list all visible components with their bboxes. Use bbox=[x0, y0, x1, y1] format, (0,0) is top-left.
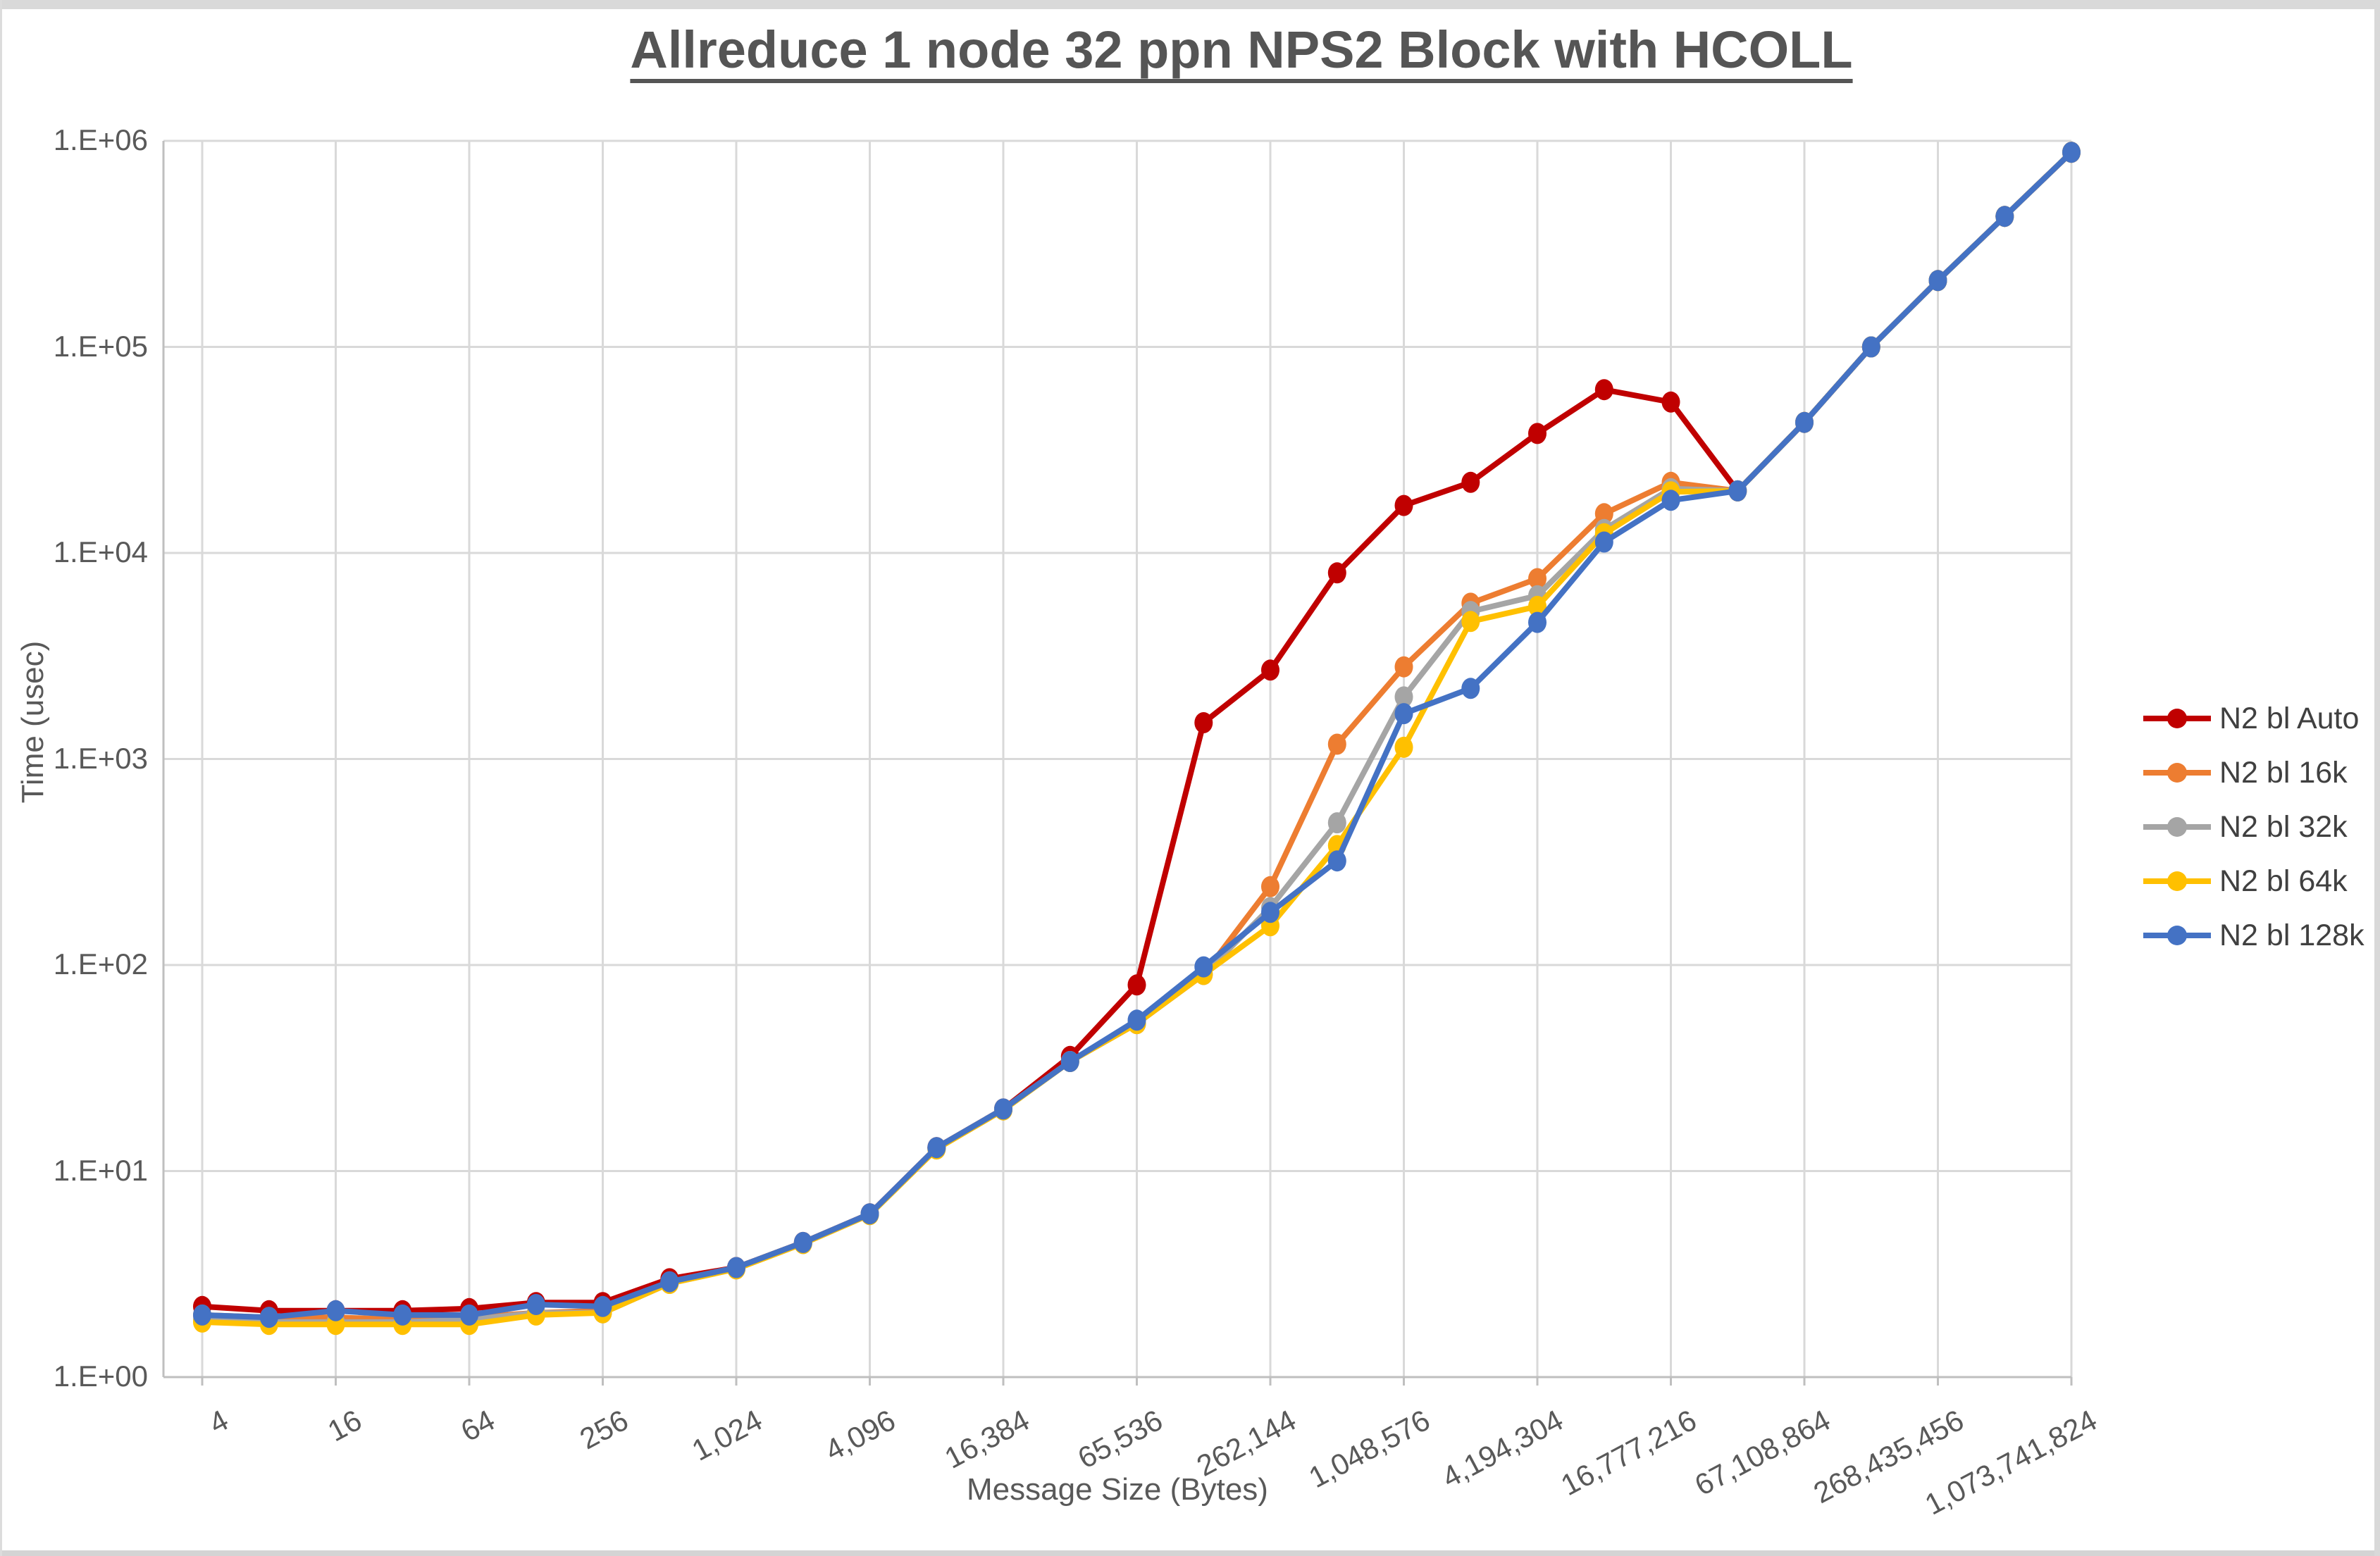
data-point bbox=[1327, 733, 1346, 755]
data-point bbox=[1394, 703, 1413, 725]
data-point bbox=[1528, 423, 1547, 444]
data-point bbox=[1394, 494, 1413, 516]
data-point bbox=[860, 1203, 879, 1225]
data-point bbox=[1795, 411, 1814, 433]
data-point bbox=[1728, 480, 1747, 502]
data-point bbox=[1394, 686, 1413, 708]
data-point bbox=[1461, 471, 1480, 493]
legend-label: N2 bl 128k bbox=[2219, 918, 2364, 952]
data-point bbox=[1127, 1009, 1146, 1031]
data-point bbox=[526, 1294, 545, 1315]
data-point bbox=[393, 1304, 412, 1326]
legend-item-n2-bl-16k: N2 bl 16k bbox=[2142, 754, 2364, 791]
data-point bbox=[1461, 678, 1480, 699]
window-top-edge bbox=[0, 0, 2380, 9]
data-point bbox=[1327, 562, 1346, 584]
legend-label: N2 bl Auto bbox=[2219, 701, 2360, 735]
data-point bbox=[1661, 391, 1680, 413]
legend-label: N2 bl 32k bbox=[2219, 809, 2348, 844]
legend-marker bbox=[2143, 709, 2211, 728]
legend-label: N2 bl 64k bbox=[2219, 864, 2348, 898]
y-tick-label: 1.E+05 bbox=[53, 329, 148, 363]
data-point bbox=[660, 1271, 679, 1293]
legend-item-n2-bl-128k: N2 bl 128k bbox=[2142, 917, 2364, 954]
x-axis-title: Message Size (Bytes) bbox=[967, 1472, 1268, 1507]
data-point bbox=[193, 1304, 211, 1326]
data-point bbox=[727, 1257, 745, 1278]
data-point bbox=[793, 1231, 812, 1253]
data-point bbox=[1594, 503, 1613, 525]
legend-marker bbox=[2143, 926, 2211, 945]
window-bottom-edge bbox=[0, 1550, 2380, 1556]
data-point bbox=[460, 1304, 478, 1326]
data-point bbox=[1461, 611, 1480, 633]
legend-item-n2-bl-64k: N2 bl 64k bbox=[2142, 863, 2364, 900]
data-point bbox=[1261, 659, 1279, 681]
data-point bbox=[326, 1300, 345, 1321]
legend-marker bbox=[2143, 763, 2211, 783]
data-point bbox=[1528, 611, 1547, 633]
chart-title: Allreduce 1 node 32 ppn NPS2 Block with … bbox=[630, 20, 1853, 79]
data-point bbox=[1394, 736, 1413, 758]
data-point bbox=[1194, 956, 1213, 978]
data-point bbox=[2062, 142, 2081, 163]
data-point bbox=[593, 1295, 612, 1317]
window-left-edge bbox=[0, 0, 2, 1556]
y-tick-label: 1.E+04 bbox=[53, 535, 148, 568]
data-point bbox=[1261, 902, 1279, 923]
legend-marker bbox=[2143, 871, 2211, 891]
data-point bbox=[1261, 876, 1279, 897]
y-tick-label: 1.E+01 bbox=[53, 1153, 148, 1187]
data-point bbox=[1394, 656, 1413, 678]
data-point bbox=[1661, 490, 1680, 511]
data-point bbox=[1861, 336, 1880, 358]
data-point bbox=[259, 1307, 278, 1328]
data-point bbox=[1928, 270, 1947, 292]
data-point bbox=[1327, 812, 1346, 834]
data-point bbox=[1528, 568, 1547, 590]
data-point bbox=[1594, 379, 1613, 401]
data-point bbox=[1528, 595, 1547, 617]
data-point bbox=[1060, 1051, 1079, 1072]
chart-legend: N2 bl Auto N2 bl 16k N2 bl 32k N2 bl 64k N2 … bbox=[2142, 700, 2364, 971]
data-point bbox=[1194, 712, 1213, 733]
data-point bbox=[994, 1098, 1012, 1120]
y-tick-label: 1.E+00 bbox=[53, 1359, 148, 1393]
data-point bbox=[1127, 974, 1146, 996]
legend-label: N2 bl 16k bbox=[2219, 755, 2348, 790]
data-point bbox=[1995, 206, 2014, 228]
y-tick-label: 1.E+02 bbox=[53, 947, 148, 981]
window-right-edge bbox=[2374, 0, 2380, 1556]
legend-item-n2-bl-auto: N2 bl Auto bbox=[2142, 700, 2364, 737]
data-point bbox=[927, 1137, 946, 1159]
data-point bbox=[1327, 850, 1346, 872]
y-tick-label: 1.E+06 bbox=[53, 123, 148, 156]
legend-marker bbox=[2143, 817, 2211, 837]
y-tick-label: 1.E+03 bbox=[53, 741, 148, 775]
data-point bbox=[1594, 531, 1613, 553]
legend-item-n2-bl-32k: N2 bl 32k bbox=[2142, 809, 2364, 845]
